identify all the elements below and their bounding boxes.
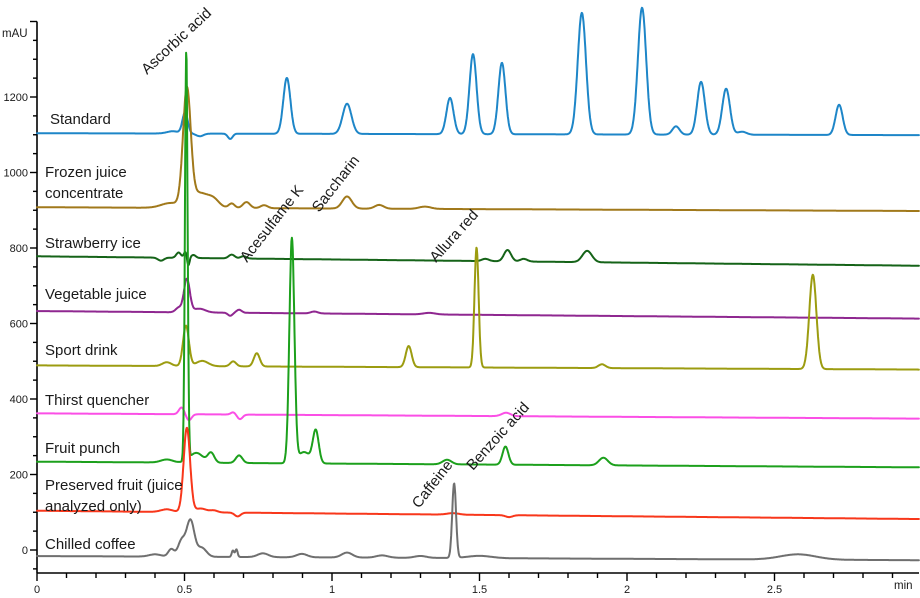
y-tick-label: 1200 (4, 92, 28, 104)
x-axis-unit-label: min (894, 580, 913, 592)
trace-sport-drink (36, 246, 920, 371)
trace-thirst-quencher (36, 406, 920, 422)
y-tick-label: 400 (10, 394, 28, 406)
trace-label-vegetable-juice: Vegetable juice (45, 286, 147, 303)
y-tick-label: 1000 (4, 168, 28, 180)
y-tick-label: 600 (10, 319, 28, 331)
y-tick-label: 200 (10, 470, 28, 482)
peak-label-caffeine: Caffeine (409, 457, 457, 511)
trace-label-preserved-fruit: analyzed only) (45, 498, 142, 515)
x-tick-label: 1.5 (472, 584, 487, 596)
peak-label-allura-red: Allura red (426, 207, 482, 266)
trace-standard (36, 6, 920, 140)
trace-label-frozen-juice-concentrate: concentrate (45, 185, 123, 202)
y-axis-unit-label: mAU (2, 28, 28, 40)
peak-label-ascorbic-acid: Ascorbic acid (138, 5, 215, 78)
trace-fruit-punch (36, 51, 920, 469)
trace-frozen-juice-concentrate (36, 85, 920, 212)
trace-label-chilled-coffee: Chilled coffee (45, 536, 136, 553)
trace-label-preserved-fruit: Preserved fruit (juice (45, 477, 183, 494)
trace-label-fruit-punch: Fruit punch (45, 440, 120, 457)
x-tick-label: 2.5 (767, 584, 782, 596)
trace-label-thirst-quencher: Thirst quencher (45, 392, 149, 409)
y-tick-label: 800 (10, 243, 28, 255)
trace-chilled-coffee (36, 482, 920, 562)
trace-preserved-fruit (36, 426, 920, 520)
trace-label-frozen-juice-concentrate: Frozen juice (45, 164, 127, 181)
trace-label-sport-drink: Sport drink (45, 342, 118, 359)
trace-label-standard: Standard (50, 111, 111, 128)
x-tick-label: 0.5 (177, 584, 192, 596)
y-tick-label: 0 (22, 545, 28, 557)
trace-label-strawberry-ice: Strawberry ice (45, 235, 141, 252)
x-tick-label: 2 (624, 584, 630, 596)
peak-label-acesulfame-k: Acesulfame K (237, 182, 307, 265)
x-tick-label: 0 (34, 584, 40, 596)
x-tick-label: 1 (329, 584, 335, 596)
